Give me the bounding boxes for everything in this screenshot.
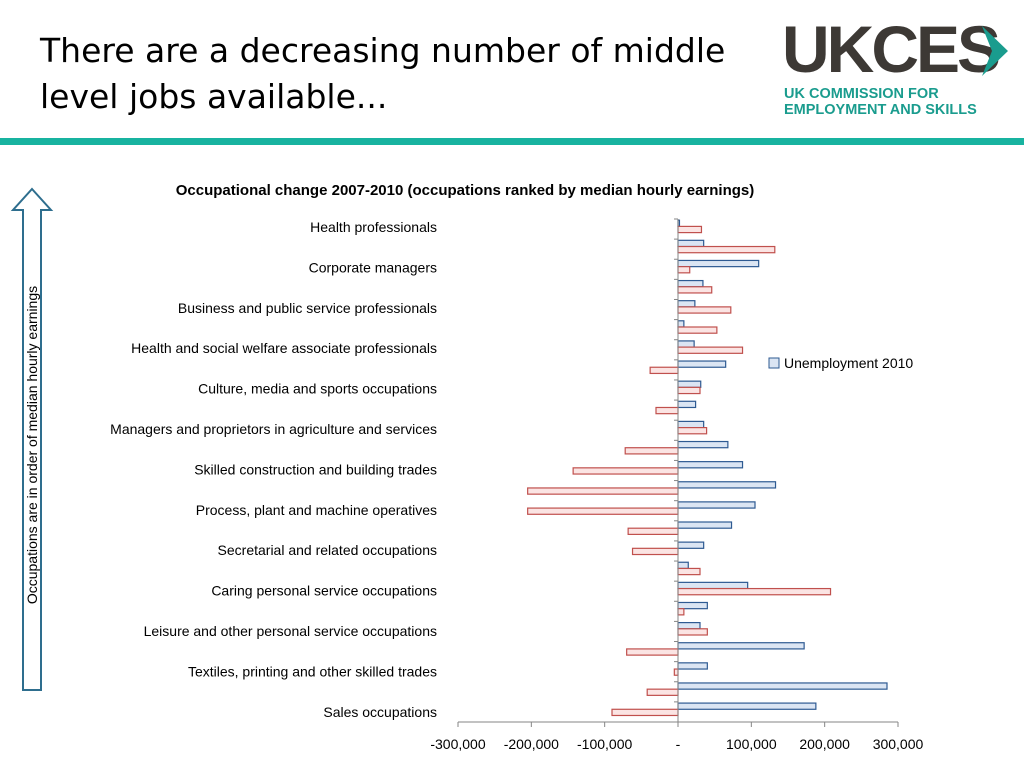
bar-unemployment-2010 [677, 320, 685, 328]
bar-unemployment-2010 [677, 682, 888, 690]
bar-employment-change [677, 225, 703, 234]
occupational-change-chart: Occupational change 2007-2010 (occupatio… [110, 182, 924, 752]
bar-unemployment-2010 [677, 400, 697, 409]
bar-employment-change [527, 487, 679, 495]
bar-employment-change [677, 286, 713, 294]
ukces-wordmark: UKCES [782, 20, 1008, 82]
bar-employment-change [631, 547, 679, 556]
x-tick-label: 100,000 [726, 736, 777, 752]
category-label: Health professionals [310, 219, 437, 235]
header-divider [0, 138, 1024, 145]
category-labels: Health professionals Corporate managers Bu… [110, 219, 437, 720]
bar-unemployment-2010 [677, 420, 705, 429]
x-tick-label: -100,000 [577, 736, 632, 752]
bar-unemployment-2010 [677, 621, 701, 630]
category-label: Process, plant and machine operatives [196, 502, 437, 518]
bar-unemployment-2010 [677, 360, 727, 368]
bar-employment-change [624, 447, 679, 455]
bar-employment-change [627, 527, 679, 536]
bar-unemployment-2010 [677, 642, 805, 650]
bar-unemployment-2010 [677, 239, 705, 248]
ukces-chevron-icon [982, 26, 1008, 76]
bar-employment-change [677, 628, 708, 636]
bar-employment-change [673, 668, 679, 676]
bar-employment-change [677, 427, 708, 435]
category-label: Sales occupations [323, 704, 437, 720]
bar-unemployment-2010 [677, 601, 708, 610]
bar-unemployment-2010 [677, 541, 705, 549]
legend-label: Unemployment 2010 [784, 355, 913, 371]
ukces-logo: UKCES UK COMMISSION FOR EMPLOYMENT AND S… [782, 18, 1012, 128]
bar-employment-change [677, 245, 776, 254]
bar-employment-change [649, 366, 679, 375]
x-tick-label: -300,000 [430, 736, 485, 752]
category-label: Leisure and other personal service occup… [144, 623, 437, 639]
bars-layer [527, 219, 888, 717]
bar-employment-change [677, 587, 832, 596]
category-label: Corporate managers [309, 259, 437, 275]
slide-title: There are a decreasing number of middle … [40, 31, 726, 116]
legend-swatch [768, 357, 780, 369]
x-tick-label: 200,000 [799, 736, 850, 752]
bar-unemployment-2010 [677, 702, 817, 710]
bar-unemployment-2010 [677, 340, 695, 348]
category-label: Skilled construction and building trades [194, 461, 437, 477]
bar-unemployment-2010 [677, 461, 744, 469]
bar-employment-change [677, 306, 732, 314]
bar-employment-change [677, 608, 685, 616]
bar-employment-change [572, 467, 679, 475]
category-label: Business and public service professional… [178, 300, 437, 316]
bar-unemployment-2010 [677, 259, 760, 268]
bar-unemployment-2010 [677, 501, 756, 509]
up-arrow-icon [10, 187, 54, 691]
x-tick-label: -200,000 [504, 736, 559, 752]
category-label: Caring personal service occupations [211, 583, 437, 599]
category-label: Secretarial and related occupations [218, 542, 437, 558]
bar-employment-change [527, 507, 679, 515]
logo-subtitle-line1: UK COMMISSION FOR [784, 86, 939, 102]
bar-employment-change [677, 326, 718, 334]
bar-employment-change [677, 567, 701, 576]
bar-employment-change [677, 266, 691, 274]
legend: Unemployment 2010 [768, 355, 913, 371]
ukces-wordmark-text: UKCES [782, 20, 999, 82]
bar-employment-change [677, 346, 744, 354]
bar-employment-change [611, 708, 679, 717]
category-label: Health and social welfare associate prof… [131, 340, 437, 356]
bar-employment-change [677, 386, 701, 395]
category-label: Managers and proprietors in agriculture … [110, 421, 437, 437]
bar-unemployment-2010 [677, 380, 702, 388]
bar-unemployment-2010 [677, 440, 729, 449]
bar-unemployment-2010 [677, 481, 777, 489]
bar-unemployment-2010 [677, 581, 749, 590]
category-label: Textiles, printing and other skilled tra… [188, 663, 437, 679]
axes: -300,000 -200,000 -100,000-100,000 200,000 3… [430, 218, 924, 752]
category-label: Culture, media and sports occupations [198, 381, 437, 397]
bar-employment-change [626, 648, 679, 656]
logo-subtitle-line2: EMPLOYMENT AND SKILLS [784, 102, 977, 118]
bar-employment-change [655, 406, 679, 415]
bar-employment-change [646, 688, 679, 696]
bar-unemployment-2010 [677, 521, 733, 529]
bar-unemployment-2010 [677, 279, 704, 288]
bar-unemployment-2010 [677, 662, 708, 670]
bar-unemployment-2010 [677, 561, 689, 570]
x-tick-label: 300,000 [873, 736, 924, 752]
chart-title: Occupational change 2007-2010 (occupatio… [176, 182, 755, 199]
x-tick-label: - [676, 736, 681, 752]
bar-unemployment-2010 [677, 300, 696, 308]
